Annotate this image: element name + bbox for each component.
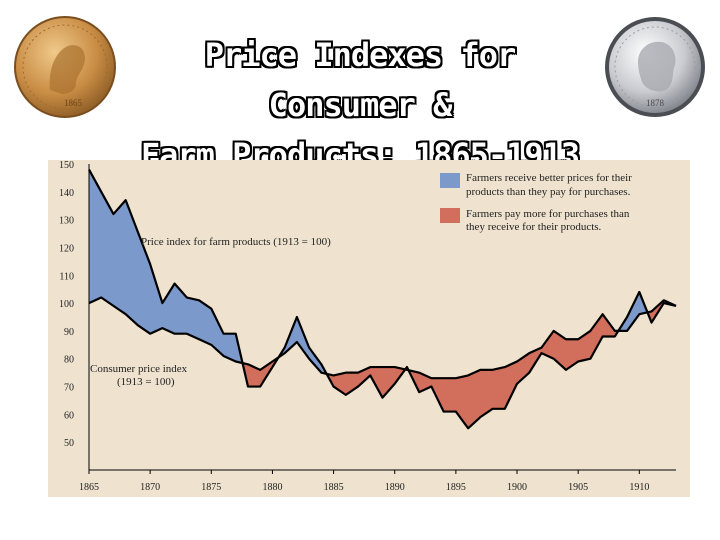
y-tick-label-90: 90: [64, 327, 74, 338]
legend-worse-line1: Farmers pay more for purchases than: [466, 208, 630, 220]
x-tick-label-1905: 1905: [568, 482, 588, 493]
silver-coin-image: 1878: [605, 17, 705, 117]
legend-better-line1: Farmers receive better prices for their: [466, 172, 632, 184]
y-tick-label-140: 140: [59, 188, 74, 199]
x-tick-label-1880: 1880: [262, 482, 282, 493]
legend: Farmers receive better prices for their …: [440, 172, 632, 233]
x-tick-label-1865: 1865: [79, 482, 99, 493]
y-tick-label-80: 80: [64, 355, 74, 366]
y-tick-label-100: 100: [59, 299, 74, 310]
x-tick-label-1900: 1900: [507, 482, 527, 493]
x-tick-label-1895: 1895: [446, 482, 466, 493]
y-tick-label-130: 130: [59, 216, 74, 227]
gold-coin-image: 1865: [14, 16, 116, 118]
y-tick-label-70: 70: [64, 383, 74, 394]
region-worse-38: [492, 366, 506, 410]
legend-swatch-worse: [440, 208, 460, 223]
y-tick-label-150: 150: [59, 160, 74, 171]
legend-worse-line2: they receive for their products.: [466, 221, 602, 233]
x-tick-label-1875: 1875: [201, 482, 221, 493]
title-line-1: Price Indexes for Consumer &: [204, 36, 517, 124]
farm-products-line: [88, 169, 677, 430]
tick-labels: 50 60 70 80 90 100 110 120 130 140 150 1865 1870 1875…: [59, 160, 649, 493]
farm-series-label: Price index for farm products (1913 = 10…: [141, 236, 331, 248]
price-index-chart: 50 60 70 80 90 100 110 120 130 140 150 1865 1870 1875…: [48, 160, 690, 497]
series-lines: [88, 169, 677, 430]
y-tick-label-110: 110: [59, 271, 74, 282]
slide-title: Price Indexes for Consumer & Farm Produc…: [130, 30, 590, 180]
cpi-series-label-line2: (1913 = 100): [117, 376, 175, 388]
silver-coin-inscription: 1878: [646, 98, 665, 108]
region-better-8: [186, 297, 200, 340]
cpi-series-label-line1: Consumer price index: [90, 363, 188, 375]
chart-panel: 50 60 70 80 90 100 110 120 130 140 150 1865 1870 1875…: [48, 160, 690, 497]
legend-better-line2: products than they pay for purchases.: [466, 186, 631, 198]
region-better-2: [113, 199, 126, 315]
y-tick-label-120: 120: [59, 243, 74, 254]
x-tick-label-1890: 1890: [385, 482, 405, 493]
y-tick-label-60: 60: [64, 410, 74, 421]
gold-coin-inscription: 1865: [64, 98, 83, 108]
legend-swatch-better: [440, 173, 460, 188]
region-worse-34: [443, 377, 457, 412]
y-tick-label-50: 50: [64, 438, 74, 449]
consumer-price-line: [88, 296, 677, 380]
x-tick-label-1910: 1910: [629, 482, 649, 493]
x-tick-label-1885: 1885: [324, 482, 344, 493]
axes: [88, 164, 676, 474]
x-tick-label-1870: 1870: [140, 482, 160, 493]
